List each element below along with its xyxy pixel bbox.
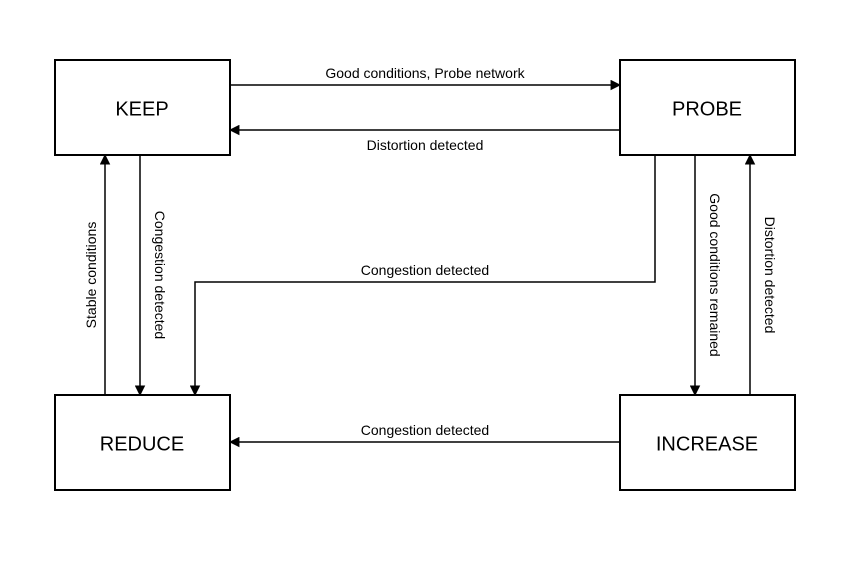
edge-label-keep-to-reduce: Congestion detected <box>152 211 168 339</box>
state-diagram: Good conditions, Probe network Distortio… <box>0 0 850 566</box>
edge-label-probe-to-keep: Distortion detected <box>367 137 484 153</box>
edge-label-probe-to-reduce: Congestion detected <box>361 262 489 278</box>
edge-label-reduce-to-keep: Stable conditions <box>83 222 99 329</box>
edge-label-keep-to-probe: Good conditions, Probe network <box>325 65 525 81</box>
svg-text:INCREASE: INCREASE <box>656 433 758 455</box>
edge-label-increase-to-reduce: Congestion detected <box>361 422 489 438</box>
svg-text:PROBE: PROBE <box>672 98 742 120</box>
node-reduce: REDUCE <box>55 395 230 490</box>
edge-label-increase-to-probe: Distortion detected <box>762 217 778 334</box>
svg-text:KEEP: KEEP <box>115 98 168 120</box>
svg-text:REDUCE: REDUCE <box>100 433 184 455</box>
node-increase: INCREASE <box>620 395 795 490</box>
node-probe: PROBE <box>620 60 795 155</box>
edge-label-probe-to-increase: Good conditions remained <box>707 193 723 356</box>
node-keep: KEEP <box>55 60 230 155</box>
